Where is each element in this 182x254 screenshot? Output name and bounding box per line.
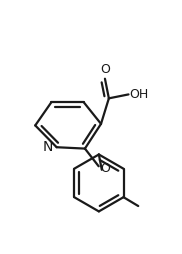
Text: O: O (101, 162, 110, 175)
Text: OH: OH (129, 88, 149, 101)
Text: O: O (100, 63, 110, 76)
Text: N: N (43, 140, 53, 154)
